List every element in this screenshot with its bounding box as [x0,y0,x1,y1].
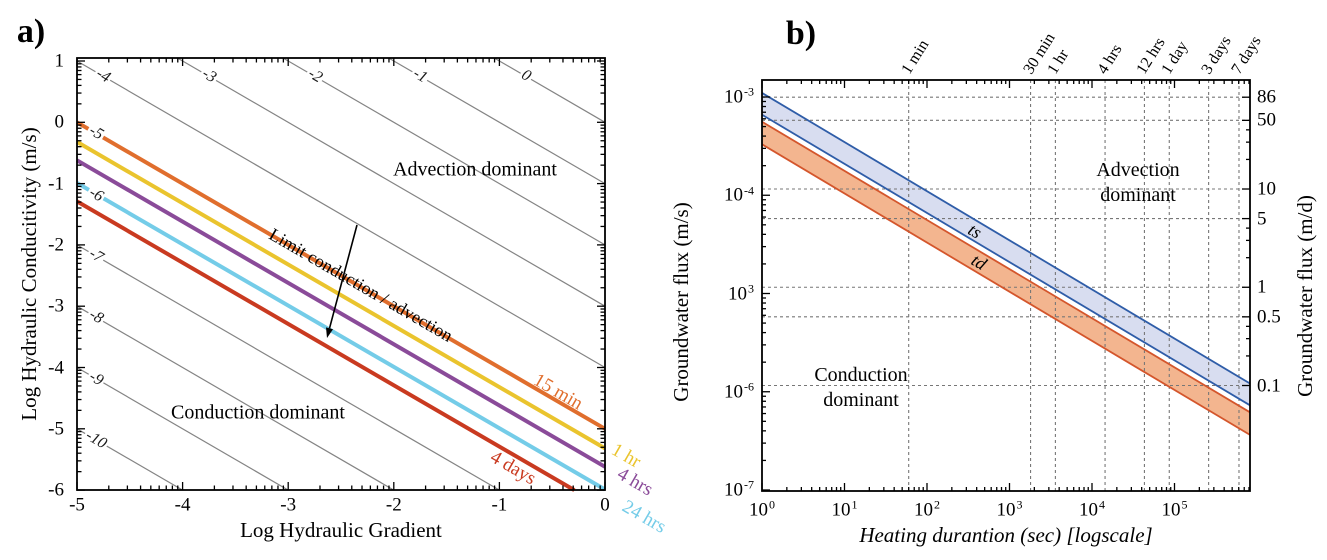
panel-a-letter: a) [16,12,46,50]
panel-a-y-tick-label: -5 [48,418,64,440]
panel-a-y-tick-label: -3 [48,295,64,317]
panel-b-right-y-axis-label: Groundwater flux (m/d) [1293,195,1318,397]
band-fill-td [762,121,1250,435]
band-fill-ts [762,92,1250,406]
panel-a-y-tick-label: -1 [48,172,64,194]
panel-a-region-conduction: Conduction dominant [171,401,345,424]
panel-b-right-tick-label: 10 [1257,178,1276,200]
panel-a-y-tick-label: -6 [48,479,64,501]
panel-b-x-tick-label: 101 [831,497,858,521]
panel-b-left-y-axis-label: Groundwater flux (m/s) [669,202,694,402]
panel-b-region-advection: Advection dominant [1096,159,1180,206]
panel-a-x-axis-label: Log Hydraulic Gradient [240,518,442,543]
panel-b-right-tick-label: 86 [1257,86,1276,108]
band-upper-line-td [761,120,1251,414]
panel-b-x-tick-label: 102 [914,497,940,521]
panel-b-right-tick-label: 5 [1257,207,1267,229]
panel-b-left-tick-label: 10-3 [724,84,754,108]
panel-b-region-conduction: Conduction dominant [814,364,908,411]
panel-b-right-tick-label: 50 [1257,109,1276,131]
panel-a-x-tick-label: -1 [491,494,508,516]
panel-b-x-tick-label: 103 [996,497,1023,521]
threshold-line [75,158,607,469]
contour-line [493,57,606,123]
panel-a-y-tick-label: 0 [54,111,65,133]
band-lower-line-td [761,143,1251,436]
panel-b-x-axis-label: Heating durantion (sec) [logscale] [859,523,1153,548]
annotation-arrow-shaft [328,224,358,329]
contour-line [76,366,289,491]
panel-b-left-tick-label: 10-7 [724,477,754,501]
panel-b-left-tick-label: 10-6 [724,379,754,403]
panel-b-right-tick-label: 1 [1257,276,1267,298]
panel-a-y-tick-label: 1 [54,50,65,72]
panel-a-x-tick-label: -5 [69,494,85,516]
contour-line [177,57,606,307]
threshold-line [75,181,607,492]
panel-a-region-advection: Advection dominant [393,158,557,181]
panel-b-right-tick-label: 0.1 [1257,374,1281,396]
panel-a-x-tick-label: -4 [174,494,191,516]
panel-b-x-tick-label: 105 [1161,497,1188,521]
band-upper-line-ts [761,92,1251,385]
threshold-line [75,120,607,431]
panel-b-left-tick-label: 10-4 [724,183,754,206]
panel-a-x-tick-label: 0 [600,494,610,516]
panel-a-x-tick-label: -3 [280,494,297,516]
panel-b-x-tick-label: 104 [1079,497,1105,521]
threshold-line [75,140,607,451]
panel-a-axes-box [76,57,606,491]
threshold-line [75,199,576,492]
contour-line [76,60,606,369]
panel-a-y-tick-label: -4 [48,356,64,378]
annotation-arrow-head [326,327,333,338]
panel-b-x-tick-label: 100 [749,497,775,521]
panel-b-right-tick-label: 0.5 [1257,306,1281,328]
panel-b-left-tick-label: 103 [728,281,754,304]
contour-line [282,57,606,246]
band-lower-line-ts [761,113,1251,407]
contour-line [76,305,395,491]
panel-a-y-tick-label: -2 [48,234,64,256]
panel-a-x-tick-label: -2 [385,494,402,516]
panel-b-letter: b) [785,14,817,52]
contour-line [76,244,500,491]
